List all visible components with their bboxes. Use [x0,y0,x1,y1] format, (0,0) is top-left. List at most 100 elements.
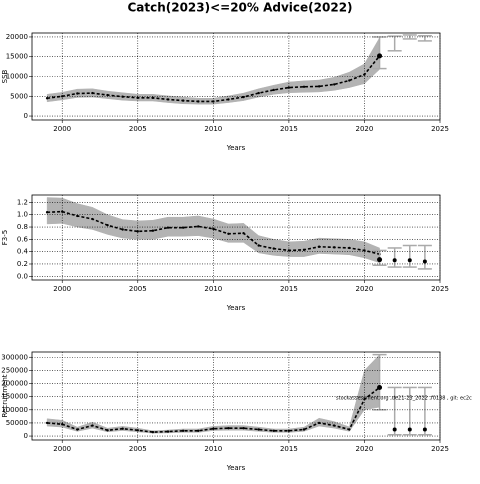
confidence-band [77,421,93,432]
chart-title: Catch(2023)<=20% Advice(2022) [127,1,352,15]
estimate-point [91,217,94,221]
x-tick-label: 2005 [129,285,147,293]
confidence-band [167,95,184,105]
estimate-point [272,247,275,250]
estimate-point [317,85,321,88]
projection-point [377,257,383,263]
x-tick-label: 2010 [204,125,222,133]
estimate-point [91,424,94,427]
x-tick-label: 2020 [356,285,374,293]
confidence-band [77,203,93,230]
estimate-point [363,73,366,76]
y-tick-label: 300000 [1,353,28,361]
x-tick-label: 2015 [280,445,298,453]
y-tick-label: 0.2 [17,260,28,268]
x-tick-label: 2005 [129,445,147,453]
estimate-point [302,248,306,252]
estimate-point [333,246,336,249]
estimate-point [136,230,139,233]
projection-point [392,258,397,263]
x-tick-label: 2020 [356,445,374,453]
confidence-band [137,219,154,240]
confidence-band [318,417,335,429]
estimate-point [45,211,49,214]
confidence-band [333,238,350,256]
x-tick-label: 2025 [431,125,449,133]
confidence-band [364,36,380,85]
estimate-point [181,99,185,102]
y-tick-label: 0.4 [17,248,29,256]
plot-frame [31,194,441,281]
annotation: stockassessment.org ,de21-23_2022 ,f0138… [336,396,472,402]
y-tick-label: 20000 [6,33,28,41]
x-axis-label: Years [226,304,246,312]
estimate-point [106,223,109,227]
estimate-point [151,229,155,232]
estimate-point [61,210,64,213]
confidence-band [167,216,184,237]
x-tick-label: 2000 [53,285,71,293]
projection-point [422,427,427,432]
estimate-point [136,96,139,100]
y-tick-label: 10000 [6,73,28,81]
confidence-band [92,206,108,235]
estimate-point [197,429,200,433]
projection-point [392,427,397,432]
plot-frame [31,32,441,121]
confidence-band [364,354,380,411]
estimate-point [257,428,260,431]
estimate-point [106,93,109,97]
confidence-band [243,222,259,254]
y-tick-label: 15000 [6,53,28,61]
estimate-point [227,98,230,101]
estimate-line [47,210,380,255]
estimate-point [212,227,215,231]
confidence-band [182,96,199,105]
estimate-point [302,85,306,88]
plot-area [45,34,432,105]
y-tick-label: 5000 [10,92,28,100]
x-tick-label: 2020 [356,125,374,133]
y-tick-label: 0.8 [17,223,28,231]
estimate-point [76,92,79,95]
confidence-band [107,90,123,101]
y-tick-label: 100000 [1,406,28,414]
estimate-point [272,429,275,433]
estimate-point [121,95,124,98]
plot-frame [31,351,441,441]
estimate-point [242,231,245,235]
estimate-point [227,232,230,236]
x-tick-label: 2015 [280,125,298,133]
x-tick-label: 2010 [204,445,222,453]
estimate-point [121,427,124,430]
y-tick-label: 0 [24,112,28,120]
estimate-point [287,429,291,433]
estimate-point [348,246,351,250]
x-tick-label: 2010 [204,285,222,293]
confidence-band [92,88,108,99]
estimate-point [333,83,336,86]
estimate-point [61,423,64,426]
y-tick-label: 1.2 [17,198,28,206]
projection-point [377,53,383,59]
confidence-band [349,239,365,259]
projection-point [407,427,412,432]
y-axis-label: SSB [1,69,9,83]
confidence-band [137,94,154,102]
confidence-band [273,239,290,257]
projection-point [407,258,412,263]
confidence-band [318,237,335,255]
y-tick-label: 0 [24,432,28,440]
estimate-point [227,426,230,430]
estimate-point [197,100,200,103]
estimate-point [151,96,155,100]
x-axis-label: Years [226,144,246,152]
estimate-point [302,428,306,431]
y-tick-label: 0.0 [17,272,28,280]
confidence-band [213,95,229,105]
estimate-point [106,429,109,432]
y-axis-label: F3-5 [1,230,9,245]
estimate-point [166,98,170,101]
plot-area [45,353,432,436]
y-tick-label: 1.0 [17,211,28,219]
